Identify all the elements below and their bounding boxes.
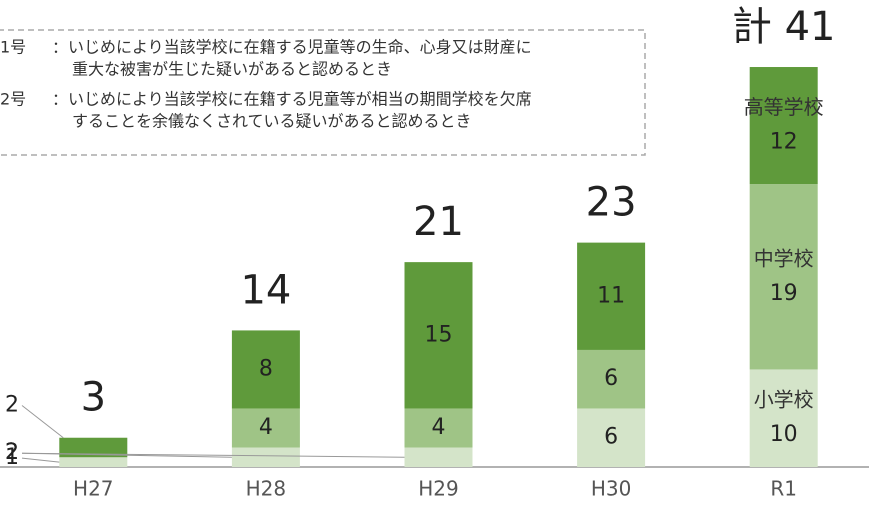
note-label: 2号 bbox=[0, 90, 26, 109]
note-text: 重大な被害が生じた疑いがあると認めるとき bbox=[72, 60, 392, 79]
bar-segment bbox=[577, 408, 646, 467]
segment-label: 11 bbox=[597, 283, 625, 308]
x-tick-label: H30 bbox=[591, 477, 632, 501]
bar-segment bbox=[231, 408, 300, 448]
bar-segment bbox=[231, 447, 300, 467]
segment-label: 4 bbox=[259, 415, 273, 440]
bar-segment bbox=[577, 242, 646, 350]
series-label: 高等学校 bbox=[744, 95, 824, 119]
segment-label: 19 bbox=[770, 281, 798, 306]
bar-segment bbox=[749, 369, 818, 467]
leader-line bbox=[21, 405, 64, 439]
series-label: 小学校 bbox=[754, 388, 814, 412]
x-tick-label: H27 bbox=[73, 477, 114, 501]
bar-segment bbox=[59, 457, 128, 467]
leader-line bbox=[21, 457, 60, 463]
bar-segment bbox=[231, 330, 300, 409]
total-label: 3 bbox=[81, 375, 106, 421]
segment-label: 2 bbox=[5, 392, 19, 417]
segment-label: 6 bbox=[604, 425, 618, 450]
segment-label: 12 bbox=[770, 130, 798, 155]
segment-label: 6 bbox=[604, 366, 618, 391]
segment-label: 15 bbox=[425, 322, 453, 347]
segment-label: 2 bbox=[5, 440, 19, 465]
segment-label: 4 bbox=[432, 415, 446, 440]
total-label: 21 bbox=[413, 199, 464, 245]
bar-segment bbox=[404, 408, 473, 448]
segment-label: 1 bbox=[5, 445, 19, 470]
segment-label: 8 bbox=[259, 356, 273, 381]
leader-line bbox=[21, 452, 405, 458]
x-tick-label: H28 bbox=[246, 477, 287, 501]
x-tick-label: H29 bbox=[418, 477, 459, 501]
note-text: することを余儀なくされている疑いがあると認めるとき bbox=[72, 112, 472, 131]
notes-box bbox=[0, 29, 646, 156]
segment-label: 2 bbox=[5, 440, 19, 465]
bar-segment bbox=[404, 447, 473, 467]
total-label: 計 41 bbox=[732, 4, 836, 50]
bar-segment bbox=[404, 262, 473, 409]
note-text: ：いじめにより当該学校に在籍する児童等が相当の期間学校を欠席 bbox=[52, 90, 532, 109]
bar-segment bbox=[577, 349, 646, 409]
note-text: ：いじめにより当該学校に在籍する児童等の生命、心身又は財産に bbox=[52, 38, 532, 57]
series-label: 中学校 bbox=[754, 246, 814, 270]
total-label: 23 bbox=[586, 180, 637, 226]
bar-segment bbox=[749, 67, 818, 185]
bar-segment bbox=[59, 437, 128, 458]
bar-segment bbox=[749, 184, 818, 370]
segment-label: 10 bbox=[770, 422, 798, 447]
total-label: 14 bbox=[240, 267, 291, 313]
note-label: 1号 bbox=[0, 38, 26, 57]
x-tick-label: R1 bbox=[770, 477, 797, 501]
